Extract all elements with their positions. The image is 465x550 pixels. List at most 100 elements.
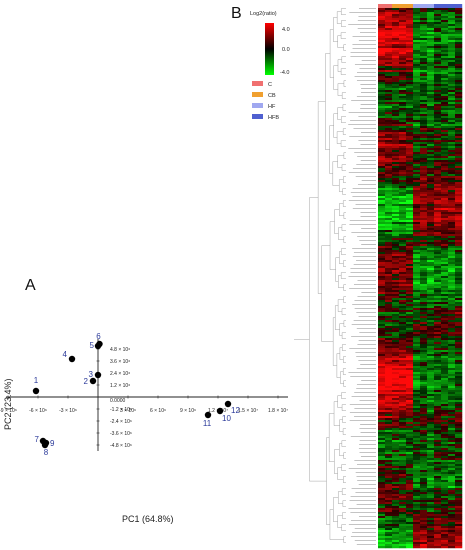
heatmap-cell xyxy=(378,342,386,345)
heatmap-cell xyxy=(434,206,442,209)
heatmap-cell xyxy=(399,298,407,301)
heatmap-cell xyxy=(434,54,442,57)
heatmap-cell xyxy=(455,496,463,499)
heatmap-cell xyxy=(455,342,463,345)
heatmap-cell xyxy=(420,238,428,241)
heatmap-cell xyxy=(399,378,407,381)
heatmap-cell xyxy=(406,170,414,173)
heatmap-cell xyxy=(413,416,421,419)
heatmap-cell xyxy=(448,434,456,437)
heatmap-cell xyxy=(392,302,400,305)
heatmap-cell xyxy=(406,478,414,481)
heatmap-cell xyxy=(406,430,414,433)
heatmap-cell xyxy=(378,196,386,199)
heatmap-cell xyxy=(413,148,421,151)
heatmap-cell xyxy=(441,384,449,387)
heatmap-cell xyxy=(427,52,435,55)
heatmap-cell xyxy=(392,22,400,25)
heatmap-cell xyxy=(455,400,463,403)
heatmap-cell xyxy=(378,54,386,57)
heatmap-cell xyxy=(448,276,456,279)
heatmap-cell xyxy=(406,388,414,391)
heatmap-cell xyxy=(448,240,456,243)
heatmap-cell xyxy=(378,240,386,243)
heatmap-cell xyxy=(455,90,463,93)
heatmap-cell xyxy=(448,490,456,493)
heatmap-cell xyxy=(448,290,456,293)
heatmap-cell xyxy=(406,208,414,211)
heatmap-cell xyxy=(455,226,463,229)
heatmap-cell xyxy=(378,74,386,77)
heatmap-cell xyxy=(434,330,442,333)
heatmap-cell xyxy=(420,168,428,171)
heatmap-cell xyxy=(399,538,407,541)
heatmap-cell xyxy=(448,306,456,309)
heatmap-cell xyxy=(413,196,421,199)
heatmap-cell xyxy=(392,350,400,353)
heatmap-cell xyxy=(392,210,400,213)
heatmap-cell xyxy=(420,388,428,391)
heatmap-cell xyxy=(427,156,435,159)
heatmap-cell xyxy=(441,136,449,139)
heatmap-cell xyxy=(385,228,393,231)
heatmap-cell xyxy=(441,496,449,499)
heatmap-cell xyxy=(434,62,442,65)
heatmap-cell xyxy=(392,166,400,169)
heatmap-cell xyxy=(427,266,435,269)
heatmap-cell xyxy=(406,196,414,199)
heatmap-cell xyxy=(441,18,449,21)
heatmap-cell xyxy=(392,268,400,271)
heatmap-cell xyxy=(441,216,449,219)
heatmap-cell xyxy=(385,514,393,517)
heatmap-cell xyxy=(434,176,442,179)
heatmap-cell xyxy=(392,372,400,375)
heatmap-cell xyxy=(385,300,393,303)
heatmap-cell xyxy=(427,208,435,211)
heatmap-cell xyxy=(427,412,435,415)
heatmap-cell xyxy=(413,522,421,525)
heatmap-cell xyxy=(420,228,428,231)
heatmap-cell xyxy=(448,262,456,265)
heatmap-cell xyxy=(399,230,407,233)
heatmap-cell xyxy=(434,470,442,473)
heatmap-cell xyxy=(413,386,421,389)
heatmap-cell xyxy=(385,422,393,425)
heatmap-cell xyxy=(434,406,442,409)
heatmap-cell xyxy=(441,542,449,545)
heatmap-cell xyxy=(378,170,386,173)
heatmap-cell xyxy=(378,272,386,275)
heatmap-cell xyxy=(427,46,435,49)
heatmap-cell xyxy=(413,128,421,131)
heatmap-cell xyxy=(441,374,449,377)
heatmap-cell xyxy=(441,154,449,157)
heatmap-cell xyxy=(434,118,442,121)
heatmap-cell xyxy=(441,388,449,391)
heatmap-cell xyxy=(441,86,449,89)
heatmap-cell xyxy=(448,162,456,165)
heatmap-cell xyxy=(385,426,393,429)
heatmap-cell xyxy=(434,224,442,227)
heatmap-cell xyxy=(399,296,407,299)
heatmap-cell xyxy=(455,206,463,209)
heatmap-cell xyxy=(385,334,393,337)
heatmap-cell xyxy=(406,310,414,313)
heatmap-cell xyxy=(406,516,414,519)
heatmap-cell xyxy=(378,320,386,323)
heatmap-cell xyxy=(441,300,449,303)
heatmap-cell xyxy=(427,366,435,369)
heatmap-cell xyxy=(385,134,393,137)
heatmap-cell xyxy=(455,480,463,483)
heatmap-cell xyxy=(448,96,456,99)
heatmap-cell xyxy=(392,512,400,515)
heatmap-cell xyxy=(399,546,407,549)
heatmap-cell xyxy=(420,152,428,155)
heatmap-cell xyxy=(420,544,428,547)
heatmap-cell xyxy=(434,210,442,213)
heatmap-cell xyxy=(420,540,428,543)
heatmap-cell xyxy=(378,408,386,411)
heatmap-cell xyxy=(434,348,442,351)
heatmap-cell xyxy=(448,500,456,503)
heatmap-cell xyxy=(448,128,456,131)
legend-swatch xyxy=(252,92,263,97)
pca-point-label: 1 xyxy=(34,376,39,385)
